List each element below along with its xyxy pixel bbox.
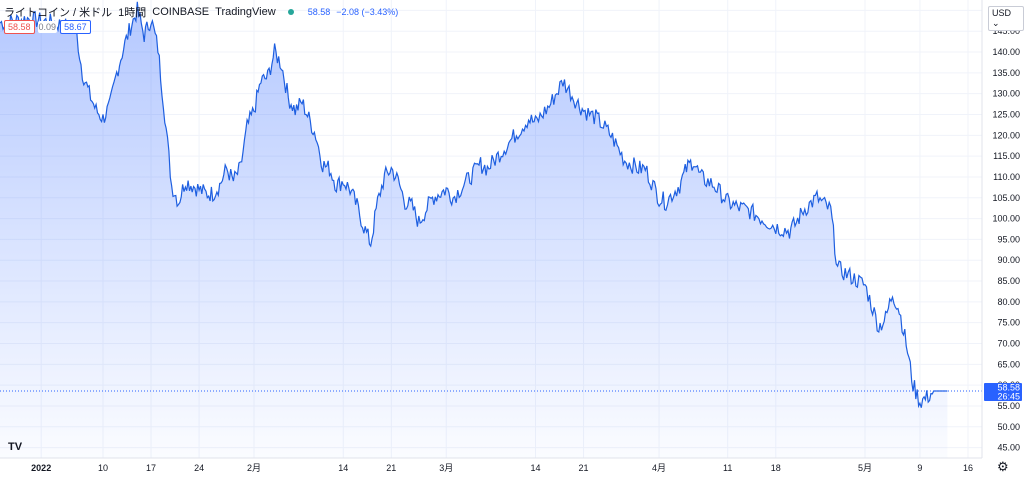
- y-tick-label: 65.00: [997, 359, 1020, 369]
- x-tick-label: 9: [917, 463, 922, 473]
- time-axis[interactable]: 2022 10 17 24 2月 14 21 3月 14 21 4月 11 18 5月 9 16: [31, 463, 973, 473]
- x-tick-label: 11: [723, 463, 732, 473]
- x-tick-label: 16: [963, 463, 973, 473]
- x-tick-label: 2月: [247, 463, 261, 473]
- y-tick-label: 135.00: [992, 68, 1020, 78]
- x-tick-label: 10: [98, 463, 108, 473]
- chevron-down-icon: ⌄: [992, 18, 1000, 28]
- y-tick-label: 145.00: [992, 26, 1020, 36]
- x-tick-label: 5月: [858, 463, 872, 473]
- trade-badges: 58.58 0.09 58.67: [4, 20, 91, 34]
- tradingview-logo-icon[interactable]: TV: [8, 441, 23, 453]
- y-tick-label: 100.00: [992, 214, 1020, 224]
- x-tick-label: 18: [771, 463, 781, 473]
- y-tick-label: 55.00: [997, 401, 1020, 411]
- x-tick-label: 21: [386, 463, 396, 473]
- buy-button[interactable]: 58.67: [60, 20, 91, 34]
- symbol-title[interactable]: ライトコイン / 米ドル: [4, 7, 113, 19]
- price-axis[interactable]: 45.0050.0055.0060.0065.0070.0075.0080.00…: [992, 5, 1020, 452]
- y-tick-label: 95.00: [997, 234, 1020, 244]
- y-tick-label: 70.00: [997, 339, 1020, 349]
- x-tick-label: 2022: [31, 463, 51, 473]
- x-tick-label: 21: [579, 463, 589, 473]
- spread-value: 0.09: [37, 21, 58, 33]
- y-tick-label: 125.00: [992, 110, 1020, 120]
- exchange-label: COINBASE: [152, 6, 210, 18]
- price-line[interactable]: [0, 1, 948, 409]
- sell-button[interactable]: 58.58: [4, 20, 35, 34]
- x-tick-label: 4月: [652, 463, 666, 473]
- price-area-fill: [0, 1, 948, 459]
- x-tick-label: 3月: [439, 463, 453, 473]
- y-tick-label: 105.00: [992, 193, 1020, 203]
- interval-label[interactable]: 1時間: [118, 7, 147, 19]
- y-tick-label: 75.00: [997, 318, 1020, 328]
- y-tick-label: 85.00: [997, 276, 1020, 286]
- y-tick-label: 50.00: [997, 422, 1020, 432]
- price-change-value: −2.08 (−3.43%): [336, 7, 399, 17]
- currency-select[interactable]: USD ⌄: [988, 6, 1024, 31]
- bar-countdown-tag: 26:45: [997, 392, 1020, 402]
- currency-label: USD: [992, 8, 1012, 18]
- gear-icon[interactable]: ⚙: [997, 459, 1009, 474]
- y-tick-label: 115.00: [993, 151, 1020, 161]
- y-tick-label: 45.00: [997, 443, 1020, 453]
- chart-header: ライトコイン / 米ドル 1時間 COINBASE TradingView 58…: [4, 4, 398, 20]
- y-tick-label: 80.00: [997, 297, 1020, 307]
- x-tick-label: 14: [338, 463, 348, 473]
- last-price-box: [984, 383, 1022, 402]
- source-label: TradingView: [215, 6, 276, 18]
- y-tick-label: 110.00: [993, 172, 1020, 182]
- last-price-value: 58.58: [307, 7, 331, 17]
- y-tick-label: 90.00: [997, 255, 1020, 265]
- y-tick-label: 120.00: [992, 130, 1020, 140]
- last-price-tag: 58.58: [997, 383, 1020, 393]
- y-tick-label: 130.00: [992, 89, 1020, 99]
- market-status-icon: [287, 9, 294, 15]
- x-tick-label: 24: [194, 463, 204, 473]
- x-tick-label: 14: [530, 463, 540, 473]
- y-tick-label: 140.00: [992, 47, 1020, 57]
- x-tick-label: 17: [146, 463, 156, 473]
